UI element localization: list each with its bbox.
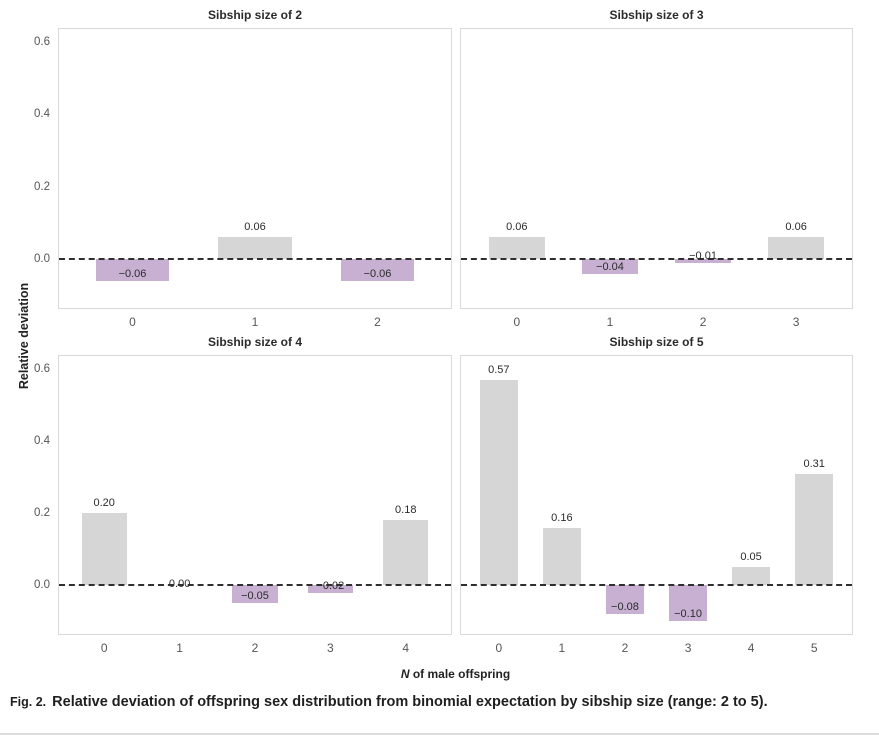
zero-baseline xyxy=(461,584,852,587)
bar-2-x2 xyxy=(340,259,415,281)
y-tick-label: 0.6 xyxy=(34,362,50,375)
bar-value-label: −0.10 xyxy=(674,608,702,621)
x-tick-label: 1 xyxy=(251,315,259,329)
x-tick-label: 4 xyxy=(402,641,410,655)
x-tick-label: 3 xyxy=(327,641,334,655)
x-tick-label: 3 xyxy=(684,641,692,655)
facet-panel-sibship-3: 0.06 −0.04 −0.01 0.06 xyxy=(460,28,853,309)
zero-baseline xyxy=(59,584,451,587)
bar-value-label: −0.04 xyxy=(596,260,624,273)
y-tick-label: 0.2 xyxy=(34,180,50,193)
bar-5-x1 xyxy=(542,527,581,586)
x-axis-label: N of male offspring xyxy=(58,667,853,681)
zero-baseline xyxy=(59,258,451,261)
x-tick-label: 1 xyxy=(558,641,566,655)
bar-3-x3 xyxy=(768,237,825,260)
bar-value-label: −0.06 xyxy=(363,267,392,280)
bar-4-x2 xyxy=(232,585,278,604)
bar-value-label: 0.16 xyxy=(551,511,573,524)
y-tick-label: 0.4 xyxy=(34,108,50,121)
bar-value-label: 0.57 xyxy=(488,363,510,376)
y-tick-label: 0.0 xyxy=(34,579,50,592)
facet-title-sibship-3: Sibship size of 3 xyxy=(609,8,704,22)
y-tick-label: 0.0 xyxy=(34,253,50,266)
bar-value-label: −0.05 xyxy=(241,590,269,603)
bar-5-x0 xyxy=(479,379,518,586)
bar-value-label: −0.08 xyxy=(611,601,639,614)
zero-baseline xyxy=(461,258,852,261)
bar-value-label: 0.31 xyxy=(803,457,825,470)
bar-5-x3 xyxy=(669,585,707,622)
x-tick-label: 0 xyxy=(129,315,136,329)
bottom-divider-line xyxy=(0,733,879,735)
facet-title-sibship-4: Sibship size of 4 xyxy=(207,335,303,349)
y-tick-label: 0.4 xyxy=(34,435,50,448)
y-tick-label: 0.2 xyxy=(34,507,50,520)
x-axis-label-italic-n: N xyxy=(400,667,410,681)
x-tick-label: 2 xyxy=(374,315,381,329)
x-tick-label: 2 xyxy=(251,641,259,655)
bar-value-label: 0.06 xyxy=(244,221,266,234)
bar-4-x4 xyxy=(383,520,429,586)
bar-value-label: 0.06 xyxy=(506,221,528,234)
bar-value-label: −0.01 xyxy=(689,249,717,262)
bar-5-x2 xyxy=(606,585,644,615)
bar-value-label: 0.05 xyxy=(740,551,762,564)
caption-text: Relative deviation of offspring sex dist… xyxy=(52,694,768,710)
figure-caption: Fig. 2. Relative deviation of offspring … xyxy=(10,691,866,713)
caption-prefix: Fig. 2. xyxy=(10,695,47,709)
x-tick-label: 0 xyxy=(100,641,108,655)
x-axis-label-rest: of male offspring xyxy=(409,667,511,681)
bar-value-label: 0.06 xyxy=(785,221,807,234)
x-tick-label: 3 xyxy=(792,315,800,329)
bar-value-label: −0.02 xyxy=(316,579,345,592)
x-tick-label: 5 xyxy=(810,641,818,655)
bar-value-label: −0.06 xyxy=(118,267,147,280)
bar-value-label: 0.20 xyxy=(93,497,115,510)
bar-value-label: 0.18 xyxy=(395,504,417,517)
facet-panel-sibship-2: −0.06 0.06 −0.06 xyxy=(58,28,452,309)
bar-5-x5 xyxy=(795,473,834,586)
facet-title-sibship-2: Sibship size of 2 xyxy=(207,8,303,22)
bar-5-x4 xyxy=(732,567,770,586)
x-tick-label: 2 xyxy=(621,641,629,655)
x-tick-label: 4 xyxy=(747,641,755,655)
x-tick-label: 1 xyxy=(176,641,183,655)
bar-2-x1 xyxy=(218,237,292,260)
x-tick-label: 0 xyxy=(495,641,503,655)
bar-value-label: 0.00 xyxy=(168,578,191,591)
bar-3-x1 xyxy=(582,259,638,274)
bar-4-x0 xyxy=(81,513,127,586)
x-tick-label: 1 xyxy=(606,315,614,329)
bar-2-x0 xyxy=(95,259,170,281)
bar-4-x3 xyxy=(307,585,353,593)
x-tick-label: 0 xyxy=(513,315,521,329)
facet-panel-sibship-4: 0.20 0.00 −0.05 −0.02 0.18 xyxy=(58,355,452,635)
bar-3-x2 xyxy=(675,259,731,263)
facet-title-sibship-5: Sibship size of 5 xyxy=(609,335,704,349)
bar-3-x0 xyxy=(488,237,545,260)
y-tick-label: 0.6 xyxy=(34,36,50,49)
facet-panel-sibship-5: 0.57 0.16 −0.08 −0.10 0.05 0.31 xyxy=(460,355,853,635)
x-tick-label: 2 xyxy=(699,315,707,329)
